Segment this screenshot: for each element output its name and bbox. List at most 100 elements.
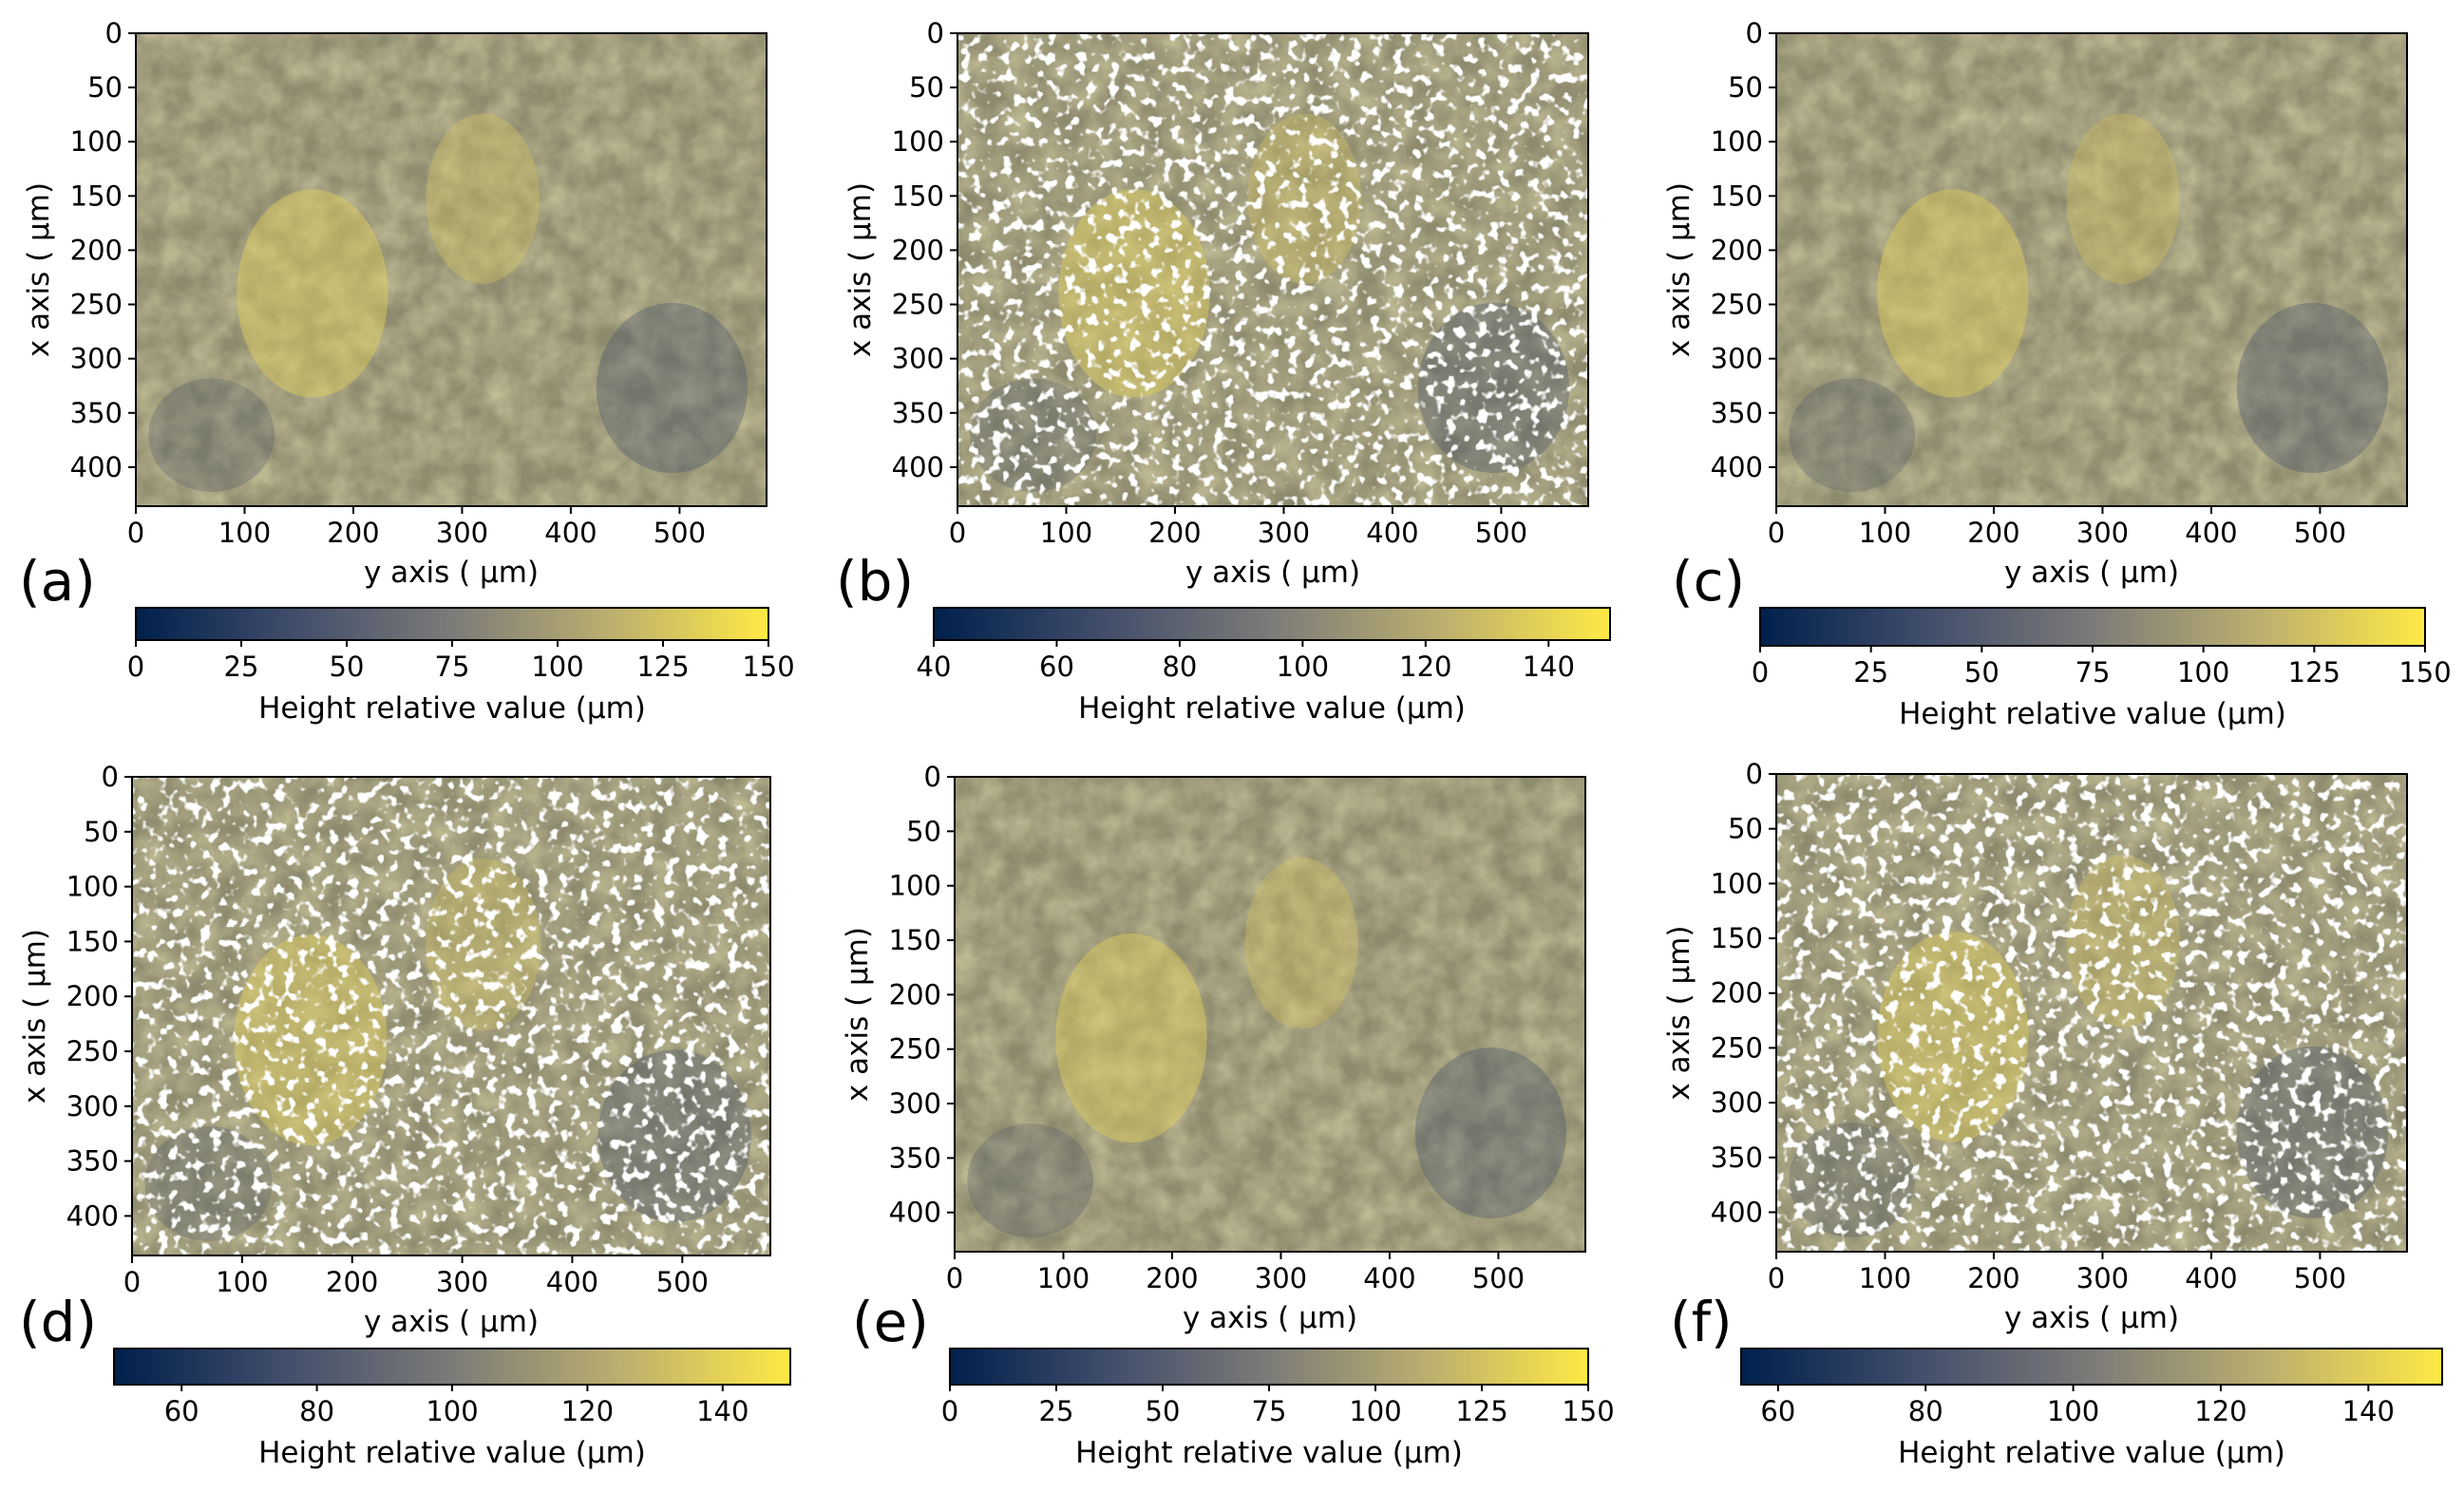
y-tick-label: 400 [1711,1196,1763,1228]
y-tick-label: 350 [1711,397,1763,429]
y-tick-label: 100 [1711,125,1763,158]
y-axis-label: x axis ( μm) [1662,925,1696,1100]
colorbar-tick-label: 80 [1162,651,1197,683]
heatmap-image [1776,774,2407,1252]
colorbar-tick-label: 100 [1349,1395,1401,1427]
x-tick-label: 200 [327,517,379,549]
heatmap-image [957,33,1588,506]
x-axis-label: y axis ( μm) [1185,556,1360,590]
plot-frame [135,32,768,507]
colorbar-label: Height relative value (μm) [1078,691,1466,726]
x-tick-label: 300 [436,1266,488,1298]
colorbar-tick-label: 150 [2398,656,2451,689]
x-tick-label: 500 [2294,1262,2346,1294]
heatmap-image [132,777,770,1255]
plot-frame [1775,773,2408,1253]
y-tick-label: 250 [892,289,944,321]
y-tick-label: 150 [66,925,119,957]
colorbar-tick-label: 75 [2075,656,2111,689]
y-tick-label: 200 [889,978,941,1010]
colorbar-tick-label: 50 [330,651,365,683]
colorbar-tick-label: 0 [941,1395,958,1427]
y-tick-label: 300 [66,1090,119,1123]
y-axis-label: x axis ( μm) [22,182,56,357]
panel-d: 0 100 200 300 400 500 0 50 100 150 200 250 300 350 400… [18,761,791,1470]
y-tick-label: 250 [66,1035,119,1067]
x-tick-label: 500 [656,1266,709,1298]
colorbar-tick-label: 80 [1908,1395,1943,1427]
y-tick-label: 400 [892,451,944,483]
y-tick-label: 300 [1711,1086,1763,1119]
x-tick-label: 0 [949,517,966,549]
x-axis-label: y axis ( μm) [2004,556,2179,590]
heatmap-image [136,33,767,506]
y-axis-label: x axis ( μm) [1662,182,1696,357]
colorbar-tick-label: 120 [2194,1395,2246,1427]
x-tick-label: 100 [216,1266,268,1298]
x-tick-label: 400 [2185,1262,2237,1294]
panel-letter: (d) [19,1290,97,1354]
y-tick-label: 150 [1711,179,1763,212]
y-tick-label: 300 [892,343,944,375]
missing-data-mask [132,777,770,1255]
y-tick-label: 300 [889,1087,941,1120]
colorbar-tick-label: 0 [127,651,144,683]
x-tick-label: 100 [1859,1262,1911,1294]
colorbar-tick-label: 125 [1455,1395,1507,1427]
x-tick-label: 100 [1037,1262,1090,1294]
colorbar-tick-label: 140 [1523,651,1575,683]
y-tick-label: 50 [87,71,123,104]
y-tick-label: 0 [105,17,123,49]
colorbar [1759,607,2426,647]
panel-letter: (c) [1672,549,1745,613]
x-tick-label: 200 [1967,517,2019,549]
colorbar-tick-label: 25 [1853,656,1888,689]
x-tick-label: 500 [2294,517,2346,549]
panel-letter: (b) [836,549,914,613]
y-tick-label: 100 [70,125,123,158]
x-tick-label: 200 [1967,1262,2019,1294]
colorbar-tick-label: 120 [561,1395,614,1427]
y-tick-label: 0 [927,17,944,49]
colorbar-tick-label: 100 [1277,651,1329,683]
x-axis-label: y axis ( μm) [364,556,539,590]
colorbar-tick-label: 140 [2342,1395,2395,1427]
y-tick-label: 200 [1711,977,1763,1010]
x-tick-label: 300 [1255,1262,1307,1294]
y-axis-label: x axis ( μm) [18,929,52,1104]
x-tick-label: 200 [1146,1262,1198,1294]
colorbar-tick-label: 140 [696,1395,749,1427]
x-axis-label: y axis ( μm) [364,1305,539,1339]
colorbar-tick-label: 100 [426,1395,478,1427]
x-tick-label: 500 [654,517,706,549]
y-tick-label: 50 [84,816,119,848]
x-tick-label: 300 [2076,1262,2129,1294]
colorbar-tick-label: 125 [636,651,689,683]
colorbar-tick-label: 75 [435,651,470,683]
y-tick-label: 0 [1746,17,1763,49]
y-tick-label: 0 [1746,758,1763,790]
colorbar-tick-label: 100 [2047,1395,2099,1427]
y-tick-label: 100 [889,870,941,902]
colorbar-tick-label: 50 [1964,656,2000,689]
colorbar-tick-label: 120 [1399,651,1451,683]
panel-c: 0 100 200 300 400 500050100150200250300350400… [1662,17,2452,731]
plot-frame [957,32,1589,507]
y-axis-label: x axis ( μm) [843,182,878,357]
x-axis-label: y axis ( μm) [1183,1301,1357,1335]
y-tick-label: 250 [1711,1031,1763,1064]
y-tick-label: 50 [909,71,944,104]
y-tick-label: 100 [1711,867,1763,899]
y-tick-label: 350 [892,397,944,429]
x-tick-label: 400 [2185,517,2237,549]
colorbar [933,607,1611,641]
y-tick-label: 50 [1728,71,1763,104]
colorbar-tick-label: 125 [2288,656,2341,689]
x-tick-label: 0 [946,1262,963,1294]
x-tick-label: 200 [1148,517,1201,549]
y-tick-label: 50 [906,815,941,847]
y-tick-label: 400 [66,1199,119,1232]
colorbar-tick-label: 25 [224,651,259,683]
colorbar [113,1348,791,1386]
y-tick-label: 150 [889,924,941,956]
